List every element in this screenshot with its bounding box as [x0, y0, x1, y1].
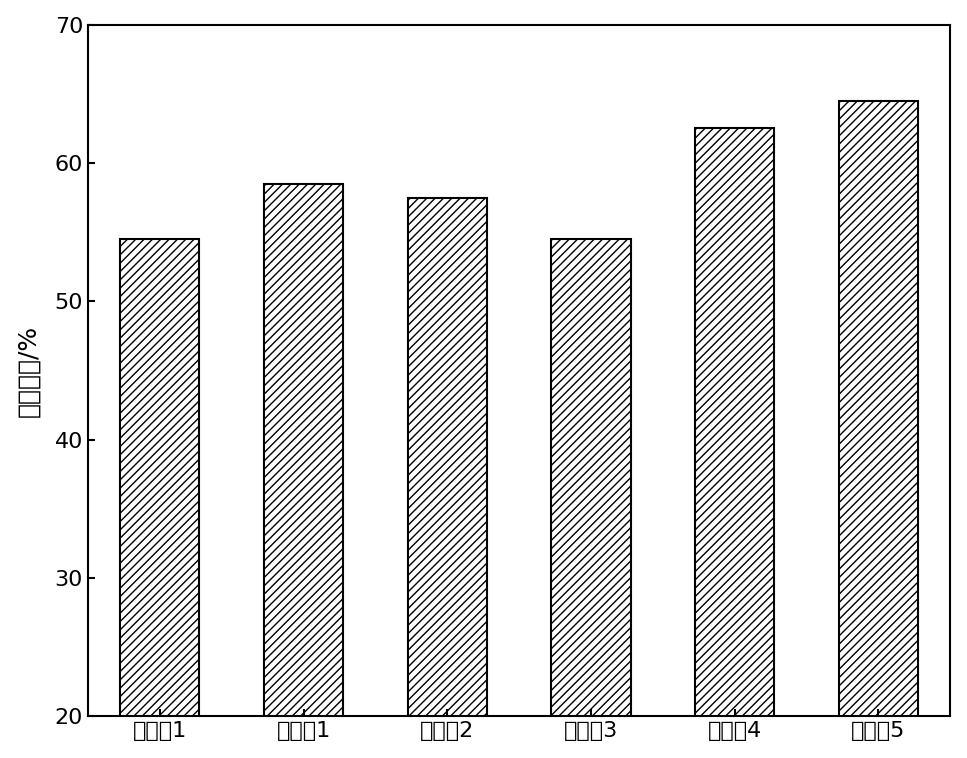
Bar: [695, 128, 775, 758]
Bar: [839, 101, 918, 758]
Bar: [120, 239, 199, 758]
Y-axis label: 摩尔收率/%: 摩尔收率/%: [16, 324, 41, 417]
Bar: [551, 239, 630, 758]
Bar: [408, 198, 486, 758]
Bar: [264, 183, 343, 758]
